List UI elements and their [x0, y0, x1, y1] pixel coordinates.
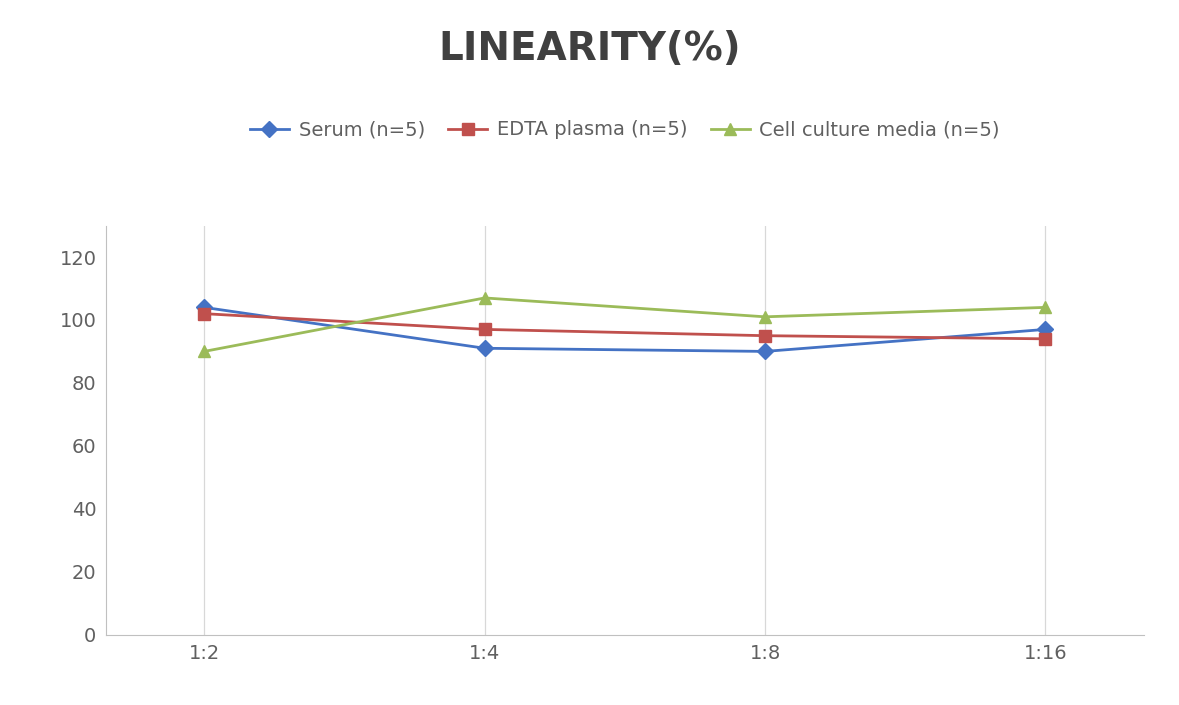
Text: LINEARITY(%): LINEARITY(%) — [439, 30, 740, 68]
Cell culture media (n=5) — [758, 312, 772, 321]
EDTA plasma (n=5) — [477, 325, 492, 333]
Serum (n=5) — [758, 347, 772, 355]
Legend: Serum (n=5), EDTA plasma (n=5), Cell culture media (n=5): Serum (n=5), EDTA plasma (n=5), Cell cul… — [242, 113, 1008, 147]
EDTA plasma (n=5) — [758, 331, 772, 340]
EDTA plasma (n=5) — [197, 309, 211, 318]
Cell culture media (n=5) — [477, 294, 492, 302]
EDTA plasma (n=5) — [1039, 335, 1053, 343]
Serum (n=5) — [1039, 325, 1053, 333]
Cell culture media (n=5) — [197, 347, 211, 355]
Cell culture media (n=5) — [1039, 303, 1053, 312]
Serum (n=5) — [477, 344, 492, 352]
Line: EDTA plasma (n=5): EDTA plasma (n=5) — [199, 308, 1050, 344]
Line: Serum (n=5): Serum (n=5) — [199, 302, 1050, 357]
Serum (n=5) — [197, 303, 211, 312]
Line: Cell culture media (n=5): Cell culture media (n=5) — [198, 292, 1052, 357]
